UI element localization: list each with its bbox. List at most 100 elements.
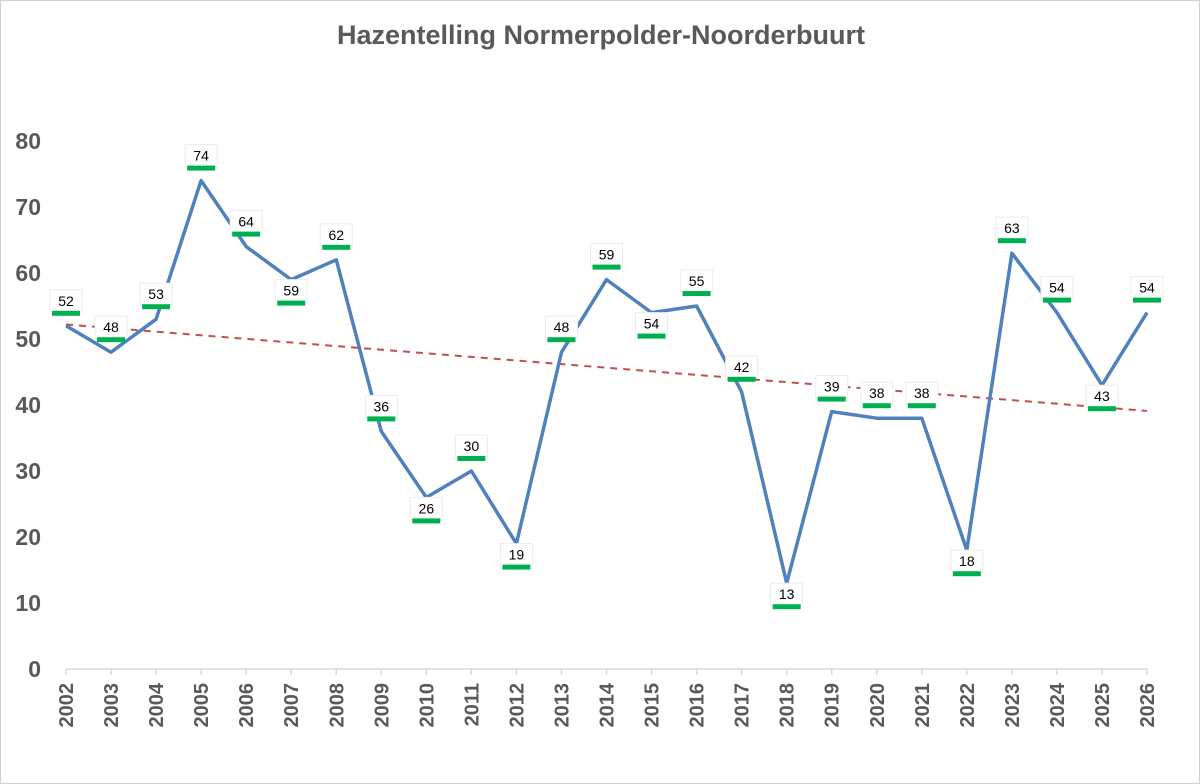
- data-label: 64: [229, 210, 263, 237]
- data-label: 54: [1130, 276, 1164, 303]
- data-label-layer: 52 48 53 74 64 59 62 36 26 30 19 48 59 54 55 42 13 39 38 38…: [49, 144, 1164, 610]
- data-label: 39: [815, 375, 849, 402]
- trendline: [65, 323, 1148, 412]
- data-label-marker: [682, 291, 711, 296]
- data-label-text: 59: [283, 283, 299, 299]
- data-label-marker: [952, 571, 981, 577]
- data-label: 38: [905, 381, 939, 409]
- x-tick-label: 2011: [461, 683, 483, 726]
- data-label: 26: [409, 496, 443, 524]
- data-label: 43: [1085, 384, 1119, 412]
- data-label-marker: [862, 403, 891, 409]
- data-label: 42: [725, 355, 759, 382]
- data-label-text: 48: [103, 319, 119, 335]
- data-label: 38: [860, 381, 894, 409]
- data-label-marker: [907, 403, 936, 409]
- data-label-text: 62: [328, 227, 344, 243]
- x-tick-label: 2015: [642, 683, 664, 728]
- data-label: 54: [635, 312, 669, 339]
- data-label-text: 53: [148, 286, 164, 302]
- x-tick-label: 2026: [1137, 683, 1159, 728]
- x-tick-label: 2013: [551, 683, 573, 728]
- data-label-marker: [322, 244, 351, 250]
- data-label-text: 55: [689, 273, 705, 289]
- y-tick-label: 80: [15, 128, 41, 154]
- data-label: 59: [274, 279, 308, 306]
- data-label-text: 59: [599, 247, 615, 263]
- data-label-marker: [502, 564, 531, 570]
- x-tick-label: 2006: [236, 683, 258, 728]
- x-tick-label: 2019: [822, 683, 844, 728]
- x-tick-label: 2008: [326, 683, 348, 728]
- data-label-text: 26: [419, 500, 435, 516]
- data-label: 48: [94, 315, 128, 343]
- y-tick-label: 70: [15, 194, 41, 220]
- series-layer: [65, 178, 1149, 585]
- x-tick-label: 2003: [101, 683, 123, 728]
- data-label-text: 63: [1004, 220, 1020, 236]
- data-label: 18: [950, 549, 984, 577]
- x-tick-label: 2004: [146, 682, 168, 727]
- data-label-text: 48: [554, 319, 570, 335]
- y-tick-label: 40: [15, 392, 41, 418]
- data-label-marker: [97, 337, 126, 343]
- data-label: 19: [499, 543, 533, 570]
- data-label-marker: [1042, 297, 1071, 303]
- data-label-marker: [232, 231, 261, 237]
- data-label: 63: [995, 216, 1029, 244]
- data-label-text: 52: [58, 293, 74, 309]
- data-label-text: 38: [869, 385, 885, 401]
- y-tick-label: 20: [15, 524, 41, 550]
- x-tick-label: 2023: [1002, 683, 1024, 728]
- data-label-marker: [727, 376, 756, 382]
- chart-title: Hazentelling Normerpolder-Noorderbuurt: [337, 20, 865, 50]
- data-label: 48: [544, 315, 578, 343]
- x-tick-label: 2002: [56, 683, 78, 728]
- data-label: 54: [1040, 276, 1074, 303]
- x-tick-label: 2020: [867, 683, 889, 728]
- data-label: 74: [184, 144, 218, 171]
- data-label-marker: [817, 396, 846, 402]
- data-label-text: 42: [734, 359, 750, 375]
- data-label: 53: [139, 282, 173, 310]
- data-label-text: 39: [824, 379, 840, 395]
- data-label-marker: [637, 333, 666, 339]
- x-tick-label: 2014: [597, 682, 619, 727]
- data-label: 62: [319, 223, 353, 250]
- x-axis: 2002 2003 2004 2005 2006 2007 2008 2009 2010 2011…: [56, 668, 1159, 728]
- data-label: 36: [364, 394, 398, 422]
- data-label: 55: [680, 269, 714, 296]
- y-axis: 0 10 20 30 40 50 60 70 80: [15, 128, 41, 682]
- x-tick-label: 2012: [506, 683, 528, 728]
- y-tick-label: 0: [28, 656, 41, 682]
- x-tick-label: 2022: [957, 683, 979, 728]
- data-label-marker: [52, 310, 80, 316]
- x-tick-label: 2010: [416, 683, 438, 728]
- x-tick-label: 2025: [1092, 683, 1114, 728]
- data-label-text: 30: [464, 438, 480, 454]
- y-tick-label: 30: [15, 458, 41, 484]
- data-label-text: 54: [1049, 280, 1065, 296]
- data-label-text: 18: [959, 553, 975, 569]
- data-label-marker: [457, 456, 486, 461]
- x-tick-label: 2021: [912, 683, 934, 728]
- data-label-text: 74: [193, 148, 209, 164]
- y-tick-label: 50: [15, 326, 41, 352]
- data-label-text: 19: [509, 547, 525, 563]
- x-tick-label: 2017: [732, 683, 754, 728]
- data-label-text: 54: [1139, 280, 1155, 296]
- data-label-text: 43: [1094, 388, 1110, 404]
- x-tick-label: 2024: [1047, 682, 1069, 727]
- x-tick-label: 2018: [777, 683, 799, 728]
- y-tick-label: 10: [15, 590, 41, 616]
- data-label-marker: [1087, 406, 1116, 412]
- data-label: 52: [49, 289, 83, 316]
- data-label-text: 13: [779, 586, 795, 602]
- data-label-marker: [277, 300, 306, 306]
- data-label-text: 54: [644, 316, 660, 332]
- x-tick-label: 2007: [281, 683, 303, 728]
- series-line: [65, 178, 1149, 585]
- data-label-text: 36: [374, 398, 390, 414]
- x-tick-label: 2016: [687, 683, 709, 728]
